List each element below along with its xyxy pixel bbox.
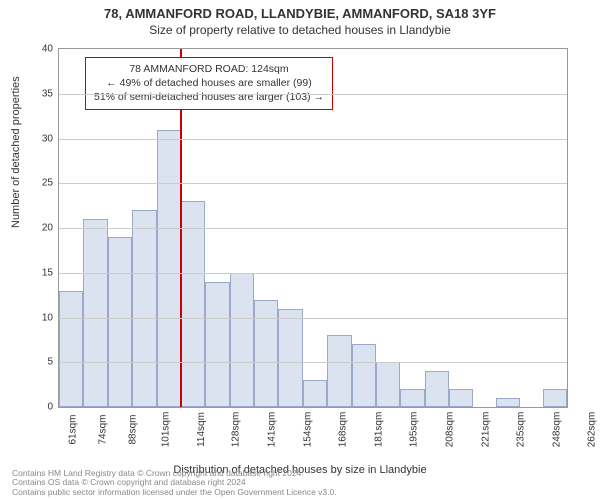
x-tick-label: 248sqm — [551, 412, 562, 448]
y-tick-label: 15 — [33, 267, 53, 278]
histogram-bar — [400, 389, 424, 407]
x-tick-label: 195sqm — [409, 412, 420, 448]
histogram-bar — [59, 291, 83, 407]
histogram-bar — [543, 389, 567, 407]
histogram-chart: 78 AMMANFORD ROAD: 124sqm ← 49% of detac… — [58, 48, 568, 408]
x-tick-label: 74sqm — [98, 414, 109, 444]
x-tick-label: 235sqm — [515, 412, 526, 448]
histogram-bar — [108, 237, 132, 407]
x-tick-label: 114sqm — [196, 412, 207, 447]
x-tick-label: 61sqm — [68, 414, 79, 444]
y-tick-label: 35 — [33, 88, 53, 99]
x-tick-label: 101sqm — [160, 412, 171, 448]
histogram-bar — [425, 371, 449, 407]
x-tick-label: 181sqm — [373, 412, 384, 448]
histogram-bar — [254, 300, 278, 407]
histogram-bar — [181, 201, 205, 407]
callout-line-3: 51% of semi-detached houses are larger (… — [94, 90, 324, 104]
x-tick-label: 141sqm — [266, 412, 277, 448]
footer-attribution: Contains HM Land Registry data © Crown c… — [12, 469, 588, 498]
grid-line — [59, 228, 567, 229]
y-tick-label: 20 — [33, 223, 53, 234]
x-tick-label: 88sqm — [128, 414, 139, 444]
histogram-bar — [449, 389, 473, 407]
grid-line — [59, 139, 567, 140]
grid-line — [59, 318, 567, 319]
histogram-bar — [230, 273, 254, 407]
x-tick-label: 262sqm — [587, 412, 598, 448]
x-tick-label: 168sqm — [337, 412, 348, 448]
histogram-bar — [303, 380, 327, 407]
x-tick-label: 128sqm — [231, 412, 242, 448]
x-tick-label: 221sqm — [480, 412, 491, 448]
histogram-bar — [278, 309, 302, 407]
page-subtitle: Size of property relative to detached ho… — [0, 21, 600, 37]
callout-line-1: 78 AMMANFORD ROAD: 124sqm — [94, 62, 324, 76]
y-axis-title: Number of detached properties — [10, 76, 22, 228]
histogram-bar — [157, 130, 181, 407]
x-tick-label: 154sqm — [302, 412, 313, 448]
grid-line — [59, 183, 567, 184]
y-tick-label: 5 — [33, 357, 53, 368]
y-tick-label: 25 — [33, 178, 53, 189]
histogram-bar — [496, 398, 520, 407]
y-tick-label: 30 — [33, 133, 53, 144]
histogram-bar — [376, 362, 400, 407]
grid-line — [59, 94, 567, 95]
callout-box: 78 AMMANFORD ROAD: 124sqm ← 49% of detac… — [85, 57, 333, 110]
y-tick-label: 0 — [33, 402, 53, 413]
page-title: 78, AMMANFORD ROAD, LLANDYBIE, AMMANFORD… — [0, 0, 600, 21]
histogram-bar — [83, 219, 107, 407]
grid-line — [59, 362, 567, 363]
callout-line-2: ← 49% of detached houses are smaller (99… — [94, 76, 324, 90]
grid-line — [59, 273, 567, 274]
x-tick-label: 208sqm — [444, 412, 455, 448]
histogram-bar — [205, 282, 229, 407]
histogram-bar — [327, 335, 351, 407]
y-tick-label: 10 — [33, 312, 53, 323]
y-tick-label: 40 — [33, 44, 53, 55]
histogram-bar — [132, 210, 156, 407]
footer-line-3: Contains public sector information licen… — [12, 488, 588, 498]
histogram-bar — [352, 344, 376, 407]
